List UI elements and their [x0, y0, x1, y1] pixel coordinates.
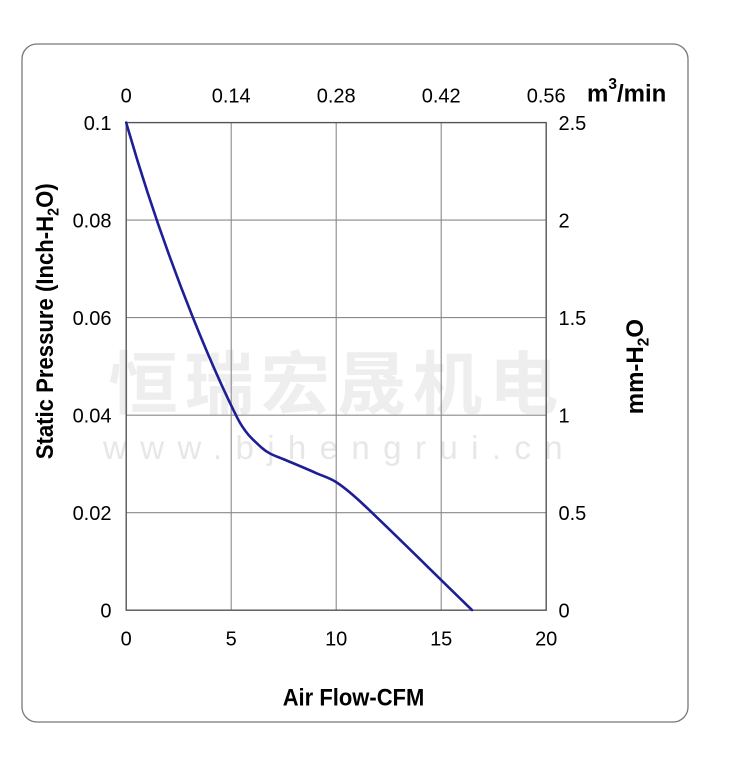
svg-text:20: 20 [535, 629, 557, 651]
svg-text:0.28: 0.28 [317, 85, 356, 107]
svg-text:5: 5 [226, 629, 237, 651]
svg-text:0: 0 [121, 85, 132, 107]
svg-text:0.02: 0.02 [73, 503, 112, 525]
svg-text:2: 2 [559, 210, 570, 232]
svg-text:0.08: 0.08 [73, 210, 112, 232]
svg-text:0.14: 0.14 [212, 85, 251, 107]
svg-text:0.1: 0.1 [84, 113, 112, 135]
svg-text:mm-H2O: mm-H2O [622, 319, 653, 414]
svg-text:0.42: 0.42 [422, 85, 461, 107]
svg-text:0.06: 0.06 [73, 308, 112, 330]
svg-text:1.5: 1.5 [559, 308, 587, 330]
svg-text:Air Flow-CFM: Air Flow-CFM [283, 684, 425, 711]
svg-text:0.04: 0.04 [73, 406, 112, 428]
svg-text:15: 15 [430, 629, 452, 651]
svg-text:0: 0 [559, 601, 570, 623]
svg-text:10: 10 [325, 629, 347, 651]
svg-text:Static Pressure (Inch-H2O): Static Pressure (Inch-H2O) [32, 183, 63, 459]
svg-text:1: 1 [559, 406, 570, 428]
svg-text:2.5: 2.5 [559, 113, 587, 135]
svg-text:www.bjhengrui.cn: www.bjhengrui.cn [102, 429, 576, 466]
svg-text:0: 0 [121, 629, 132, 651]
svg-text:0.56: 0.56 [527, 85, 566, 107]
svg-text:0.5: 0.5 [559, 503, 587, 525]
svg-text:m3/min: m3/min [587, 76, 666, 107]
svg-text:0: 0 [100, 601, 111, 623]
